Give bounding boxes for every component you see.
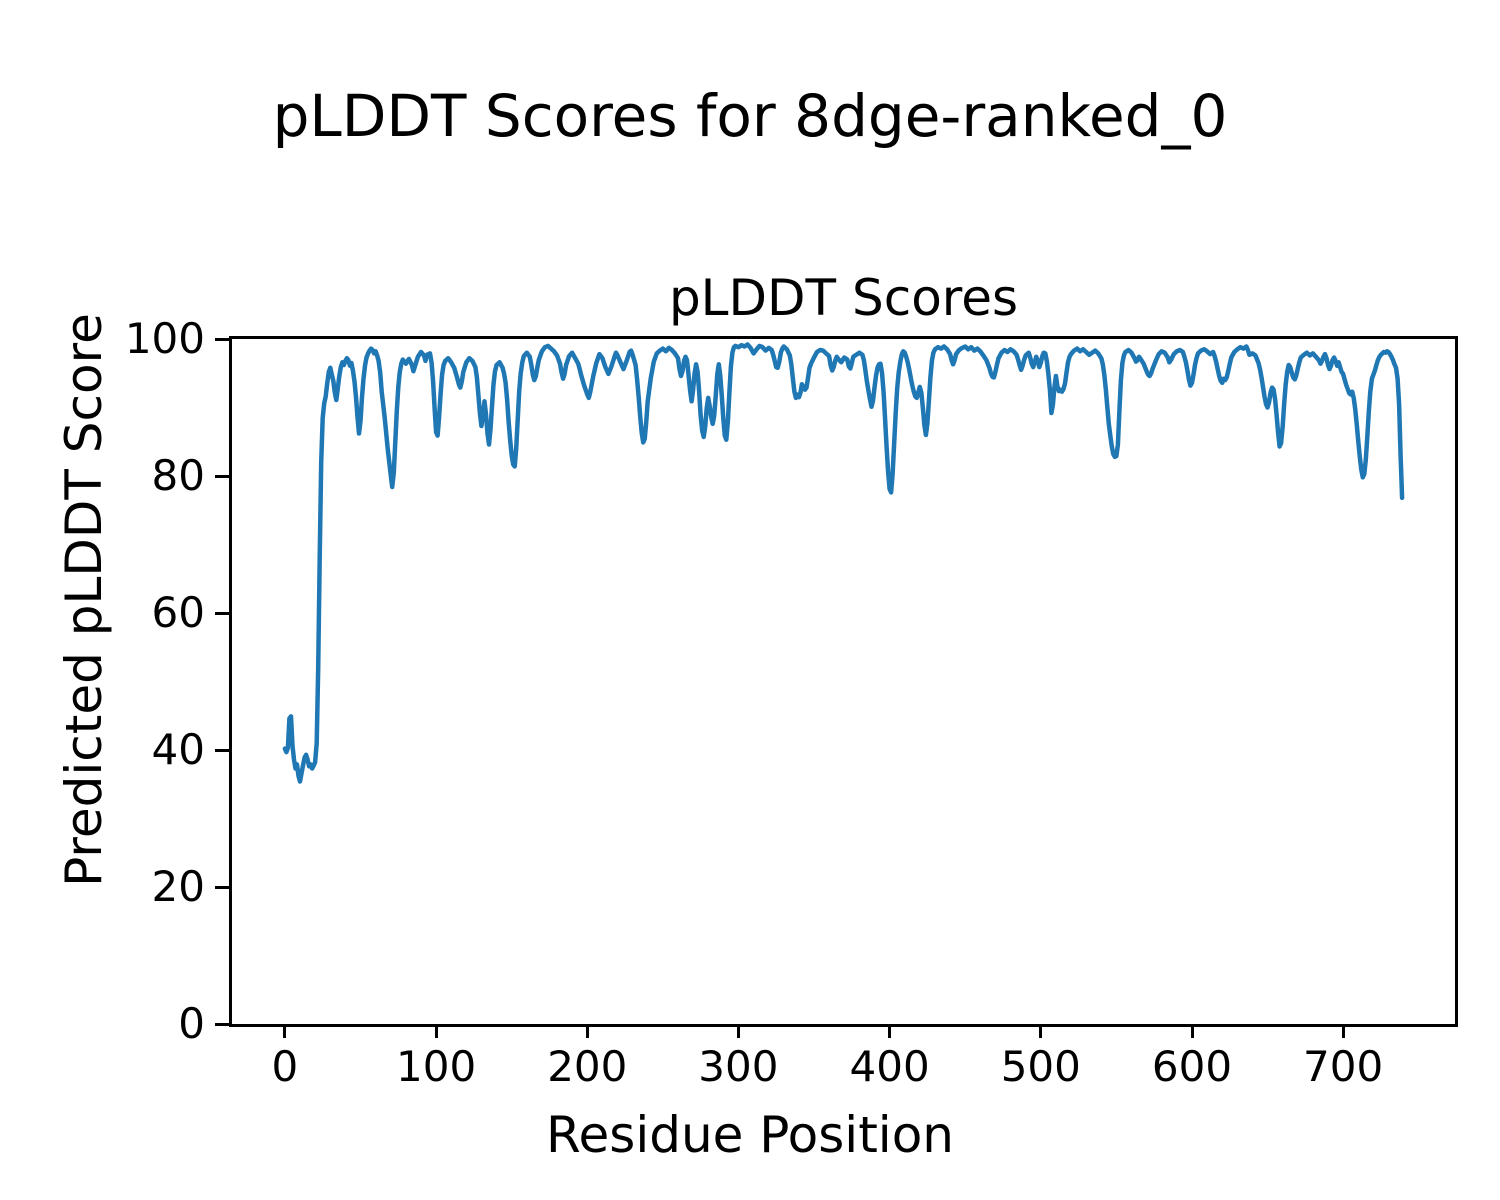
x-tick-mark bbox=[1190, 1024, 1194, 1038]
x-tick-label: 200 bbox=[547, 1042, 628, 1091]
x-tick-mark bbox=[434, 1024, 438, 1038]
x-tick-mark bbox=[1039, 1024, 1043, 1038]
figure-title: pLDDT Scores for 8dge-ranked_0 bbox=[272, 82, 1228, 150]
y-tick-mark bbox=[215, 611, 229, 615]
x-tick-mark bbox=[283, 1024, 287, 1038]
x-tick-label: 600 bbox=[1151, 1042, 1233, 1091]
y-tick-mark bbox=[215, 1022, 229, 1026]
x-tick-label: 100 bbox=[396, 1042, 477, 1091]
y-tick-mark bbox=[215, 885, 229, 889]
x-tick-mark bbox=[1341, 1024, 1345, 1038]
x-tick-label: 500 bbox=[1000, 1042, 1081, 1091]
y-tick-label: 80 bbox=[151, 451, 205, 500]
x-tick-label: 300 bbox=[698, 1042, 779, 1091]
series-line-pLDDT bbox=[282, 342, 1405, 784]
x-tick-mark bbox=[736, 1024, 740, 1038]
y-tick-mark bbox=[215, 748, 229, 752]
x-tick-label: 700 bbox=[1303, 1042, 1384, 1091]
y-tick-mark bbox=[215, 474, 229, 478]
y-tick-label: 100 bbox=[124, 314, 205, 363]
x-axis-label: Residue Position bbox=[546, 1106, 954, 1164]
y-tick-label: 0 bbox=[178, 999, 205, 1048]
y-axis-label: Predicted pLDDT Score bbox=[55, 313, 113, 887]
y-tick-label: 60 bbox=[151, 588, 205, 637]
y-tick-mark bbox=[215, 337, 229, 341]
x-tick-mark bbox=[888, 1024, 892, 1038]
axes-title: pLDDT Scores bbox=[668, 269, 1019, 327]
x-tick-label: 0 bbox=[271, 1042, 299, 1091]
plddt-line-chart bbox=[282, 342, 1405, 784]
y-tick-label: 40 bbox=[151, 725, 205, 774]
plot-area bbox=[229, 336, 1458, 1027]
x-tick-label: 400 bbox=[849, 1042, 930, 1091]
x-tick-mark bbox=[585, 1024, 589, 1038]
y-tick-label: 20 bbox=[151, 862, 205, 911]
